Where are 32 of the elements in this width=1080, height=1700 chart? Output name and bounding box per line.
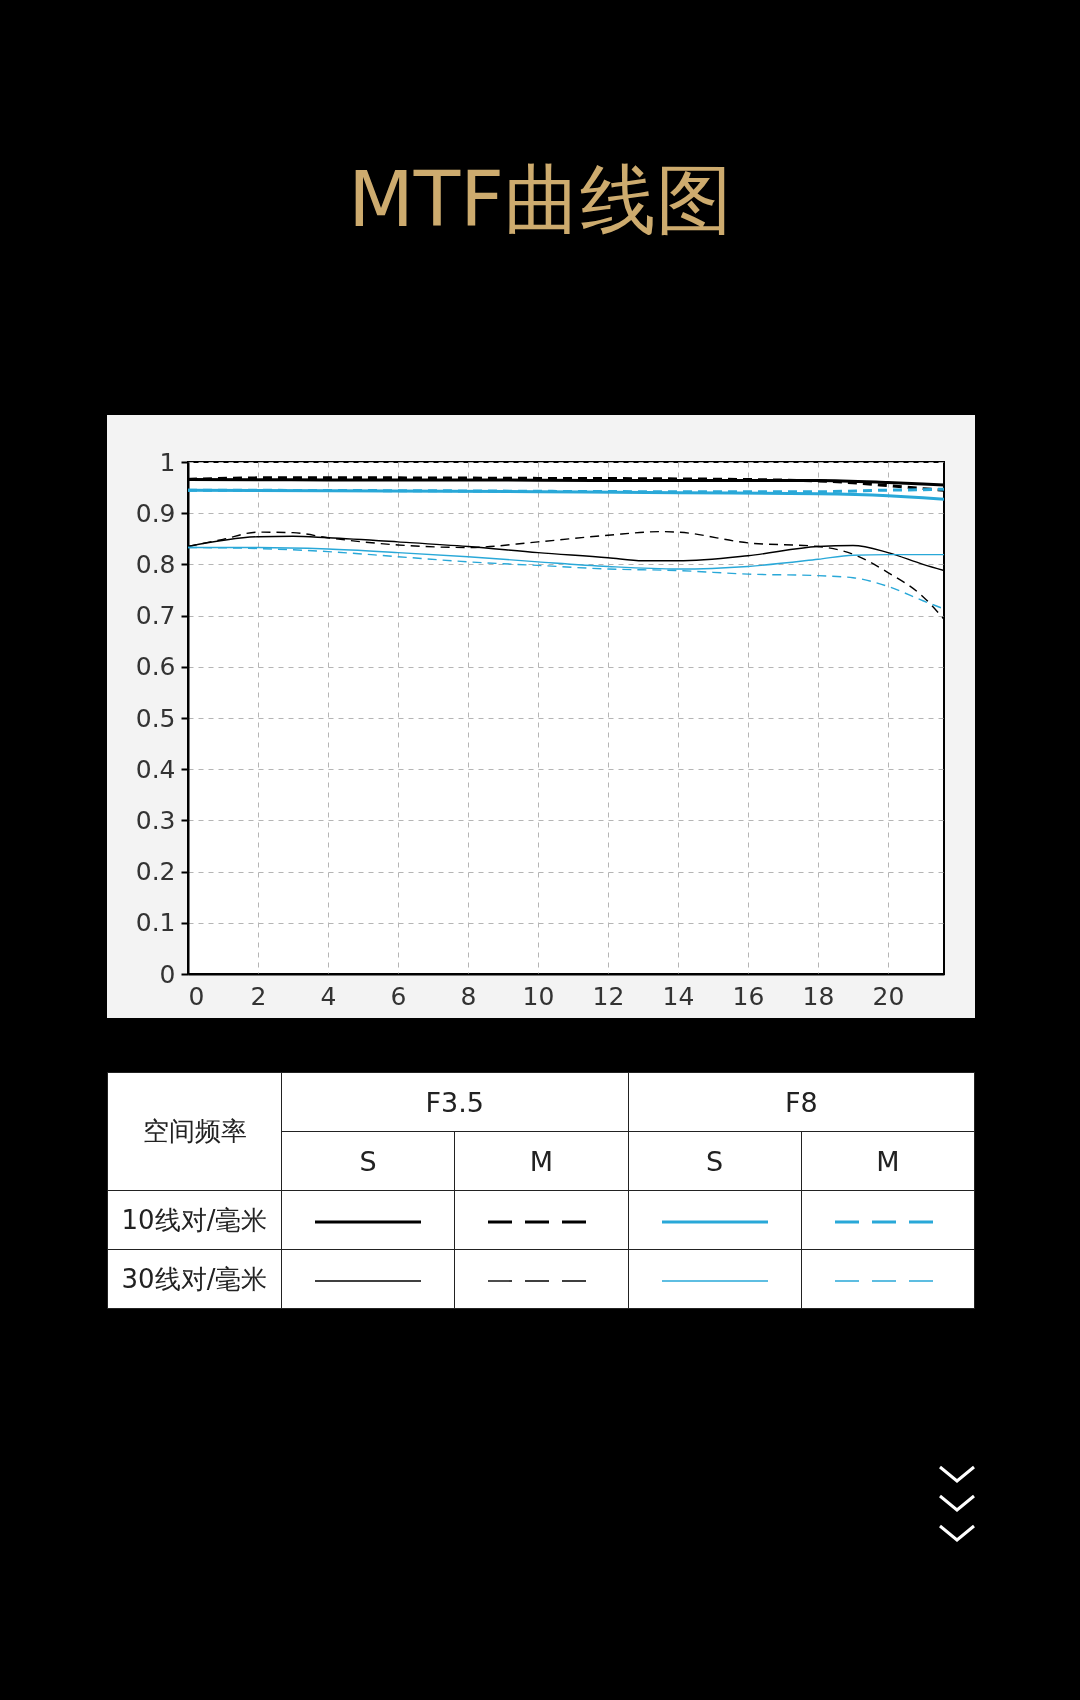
- x-tick-label: 12: [592, 981, 625, 1011]
- x-tick-label: 2: [250, 981, 267, 1011]
- y-tick-label: 0.2: [135, 857, 176, 887]
- x-tick-label: 20: [872, 981, 905, 1011]
- text: F3.5: [281, 1072, 628, 1132]
- x-tick-label: 0: [188, 981, 205, 1011]
- x-tick-label: 18: [802, 981, 835, 1011]
- chart-title: MTF曲线图: [347, 154, 733, 246]
- y-tick-label: 0.6: [135, 652, 176, 682]
- y-tick-label: 0.9: [135, 498, 176, 528]
- y-tick-label: 0.7: [135, 601, 176, 631]
- x-tick-label: 4: [320, 981, 337, 1011]
- text: 30线对/毫米: [107, 1249, 282, 1309]
- y-tick-label: 0.4: [135, 754, 176, 784]
- text: S: [281, 1131, 455, 1191]
- text: F8: [628, 1072, 975, 1132]
- x-tick-label: 14: [662, 981, 695, 1011]
- x-tick-label: 8: [460, 981, 477, 1011]
- text: 10线对/毫米: [107, 1190, 282, 1250]
- x-tick-label: 6: [390, 981, 407, 1011]
- y-tick-label: 1: [159, 447, 176, 477]
- text: S: [628, 1131, 802, 1191]
- text: M: [454, 1131, 628, 1191]
- text: M: [801, 1131, 975, 1191]
- x-tick-label: 16: [732, 981, 765, 1011]
- y-tick-label: 0.5: [135, 703, 176, 733]
- y-tick-label: 0.3: [135, 805, 176, 835]
- text: 空间频率: [107, 1072, 282, 1191]
- y-tick-label: 0: [159, 959, 176, 989]
- y-tick-label: 0.1: [135, 908, 176, 938]
- x-tick-label: 10: [522, 981, 555, 1011]
- y-tick-label: 0.8: [135, 549, 176, 579]
